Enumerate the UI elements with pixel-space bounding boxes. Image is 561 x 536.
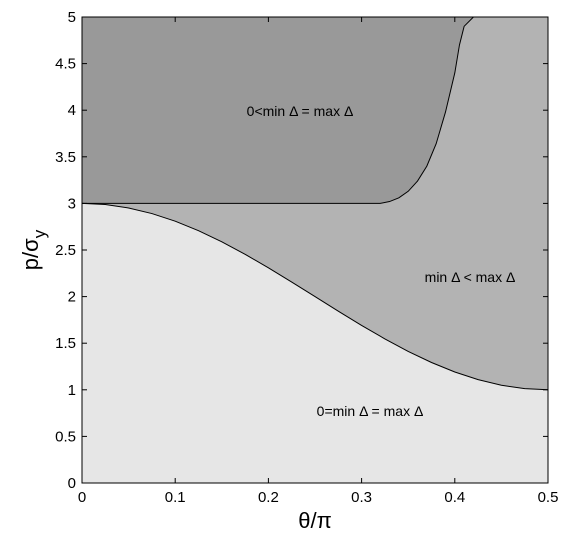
x-tick-label: 0 [78,489,86,506]
region-upper [82,17,548,204]
tick-labels: 0 0.1 0.2 0.3 0.4 0.5 0 0.5 1 1.5 2 2.5 3 3.5 4 4.5 5 [55,9,558,506]
y-axis-label: p/σy [18,229,49,270]
regions [82,17,548,483]
y-tick-label: 4.5 [55,56,76,73]
boundaries [81,16,549,391]
region-labels: 0<min Δ = max Δ min Δ < max Δ 0=min Δ = ma… [247,103,516,419]
boundary-lower-line [81,202,549,391]
boundary-upper-line [82,16,548,204]
x-tick-label: 0.1 [165,489,186,506]
y-tick-label: 3.5 [55,149,76,166]
x-tick-label: 0.3 [351,489,372,506]
y-tick-label: 5 [68,9,76,26]
region-lower [82,203,548,483]
ticks [81,16,549,484]
region-label-2: 0=min Δ = max Δ [317,403,424,419]
y-tick-label: 1.5 [55,335,76,352]
y-tick-label: 3 [68,195,76,212]
y-tick-label: 0 [68,475,76,492]
x-tick-label: 0.4 [444,489,465,506]
y-tick-label: 0.5 [55,428,76,445]
y-tick-label: 2.5 [55,242,76,259]
region-label-1: min Δ < max Δ [425,269,516,285]
y-axis-label-subscript: y [30,229,49,238]
y-tick-label: 4 [68,102,76,119]
y-tick-label: 1 [68,382,76,399]
x-tick-label: 0.5 [538,489,559,506]
x-tick-label: 0.2 [258,489,279,506]
x-axis-label: θ/π [298,508,332,533]
region-label-0: 0<min Δ = max Δ [247,103,354,119]
y-tick-label: 2 [68,289,76,306]
